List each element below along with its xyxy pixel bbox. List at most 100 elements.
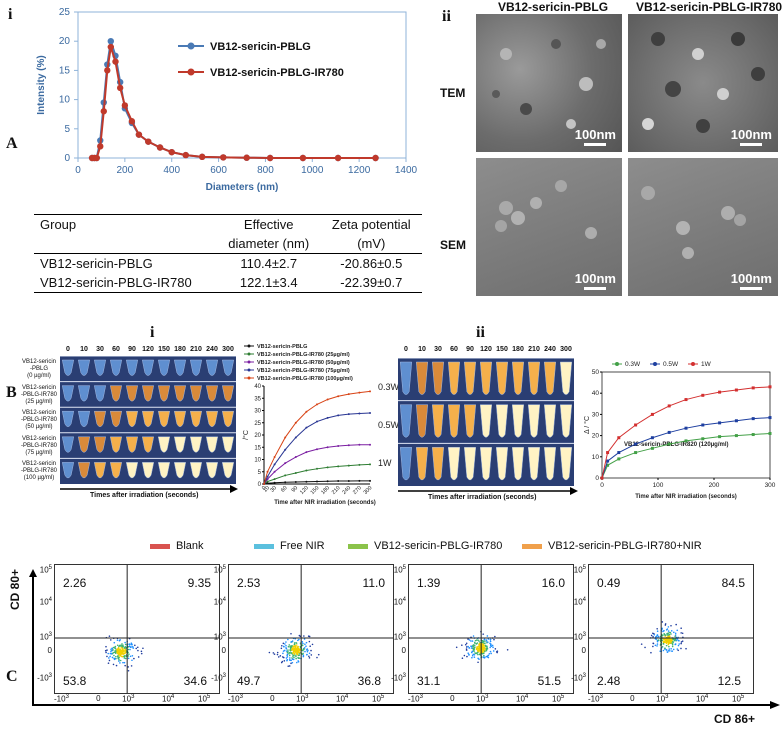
data-point bbox=[769, 385, 772, 388]
event-dot bbox=[656, 628, 658, 630]
time-label: 10 bbox=[414, 346, 430, 353]
tube bbox=[222, 386, 234, 402]
event-dot bbox=[490, 653, 492, 655]
data-point bbox=[337, 395, 339, 397]
sem-image-pblg: 100nm bbox=[476, 158, 622, 296]
event-dot bbox=[112, 657, 114, 659]
exponent: 3 bbox=[49, 632, 52, 638]
event-dot bbox=[124, 653, 126, 655]
tube-row-label-line: -PBLG bbox=[18, 366, 60, 373]
event-dot bbox=[668, 646, 670, 648]
event-dot bbox=[290, 648, 292, 650]
data-point bbox=[305, 411, 307, 413]
tube bbox=[158, 437, 170, 453]
event-dot bbox=[288, 644, 290, 646]
flow-plot: 2.53 11.0 49.7 36.8 bbox=[228, 564, 394, 694]
exponent: 4 bbox=[583, 597, 586, 603]
data-point bbox=[718, 435, 721, 438]
time-label: 60 bbox=[108, 346, 124, 353]
event-dot bbox=[479, 654, 481, 656]
quadrant-value: 16.0 bbox=[542, 576, 566, 590]
data-point bbox=[295, 422, 297, 424]
event-dot bbox=[662, 646, 664, 648]
tube bbox=[206, 411, 218, 427]
event-dot bbox=[124, 662, 126, 664]
event-dot bbox=[298, 639, 300, 641]
data-point bbox=[348, 393, 350, 395]
tube bbox=[448, 362, 460, 395]
tube-row-label: VB12-sericin -PBLG-IR780 (100 µg/ml) bbox=[18, 461, 60, 482]
event-dot bbox=[490, 641, 492, 643]
exponent: 4 bbox=[525, 694, 528, 700]
tube bbox=[62, 411, 74, 427]
event-dot bbox=[111, 650, 113, 652]
tube bbox=[480, 362, 492, 395]
flow-y-tick-label: 104 bbox=[386, 597, 406, 607]
event-dot bbox=[283, 643, 285, 645]
tube bbox=[110, 411, 122, 427]
event-dot bbox=[132, 646, 134, 648]
data-point bbox=[316, 421, 318, 423]
flow-plot: 1.39 16.0 31.1 51.5 bbox=[408, 564, 574, 694]
tube-row-label-line: -PBLG-IR780 bbox=[18, 468, 60, 475]
flow-x-tick-label: 0 bbox=[630, 694, 634, 703]
event-dot bbox=[114, 651, 116, 653]
event-dot bbox=[108, 662, 110, 664]
data-point bbox=[752, 417, 755, 420]
y-tick-label: 10 bbox=[59, 95, 71, 106]
flow-y-tick-label: 0 bbox=[386, 646, 406, 655]
event-dot bbox=[674, 644, 676, 646]
event-dot bbox=[318, 654, 320, 656]
event-dot bbox=[666, 651, 668, 653]
tube bbox=[416, 405, 428, 438]
flow-y-tick-label: 105 bbox=[206, 565, 226, 575]
image-row-label: TEM bbox=[440, 86, 465, 100]
event-dot bbox=[119, 654, 121, 656]
event-dot bbox=[289, 657, 291, 659]
tube bbox=[78, 437, 90, 453]
event-dot bbox=[470, 640, 472, 642]
flow-x-tick-label: -103 bbox=[588, 694, 603, 704]
event-dot bbox=[129, 649, 131, 651]
y-tick-label: 40 bbox=[254, 384, 261, 390]
event-dot bbox=[680, 643, 682, 645]
event-dot bbox=[295, 649, 297, 651]
tube bbox=[416, 447, 428, 480]
x-tick-label: 60 bbox=[280, 485, 289, 494]
event-dot bbox=[127, 655, 129, 657]
event-dot bbox=[277, 654, 279, 656]
event-dot bbox=[496, 651, 498, 653]
event-dot bbox=[672, 646, 674, 648]
tem-image-pblg: 100nm bbox=[476, 14, 622, 152]
data-point bbox=[634, 424, 637, 427]
event-dot bbox=[473, 635, 475, 637]
sublabel-b-i: i bbox=[150, 324, 154, 342]
flow-y-tick-label: 105 bbox=[32, 565, 52, 575]
image-col-label: VB12-sericin-PBLG bbox=[498, 0, 608, 14]
time-label: 90 bbox=[462, 346, 478, 353]
tube bbox=[206, 360, 218, 376]
quadrant-value: 12.5 bbox=[718, 674, 742, 688]
event-dot bbox=[482, 633, 484, 635]
event-dot bbox=[293, 651, 295, 653]
event-dot bbox=[641, 643, 643, 645]
tube bbox=[142, 411, 154, 427]
event-dot bbox=[474, 645, 476, 647]
event-dot bbox=[673, 632, 675, 634]
exponent: 4 bbox=[705, 694, 708, 700]
flow-x-tick-label: 105 bbox=[732, 694, 744, 704]
event-dot bbox=[291, 657, 293, 659]
event-dot bbox=[137, 650, 139, 652]
data-point bbox=[305, 451, 307, 453]
event-dot bbox=[291, 641, 293, 643]
data-point bbox=[243, 155, 249, 161]
event-dot bbox=[128, 649, 130, 651]
event-dot bbox=[682, 632, 684, 634]
legend-marker bbox=[188, 43, 195, 50]
data-point bbox=[305, 481, 307, 483]
data-point bbox=[701, 394, 704, 397]
event-dot bbox=[472, 640, 474, 642]
event-dot bbox=[471, 657, 473, 659]
event-dot bbox=[671, 650, 673, 652]
tube bbox=[142, 462, 154, 478]
